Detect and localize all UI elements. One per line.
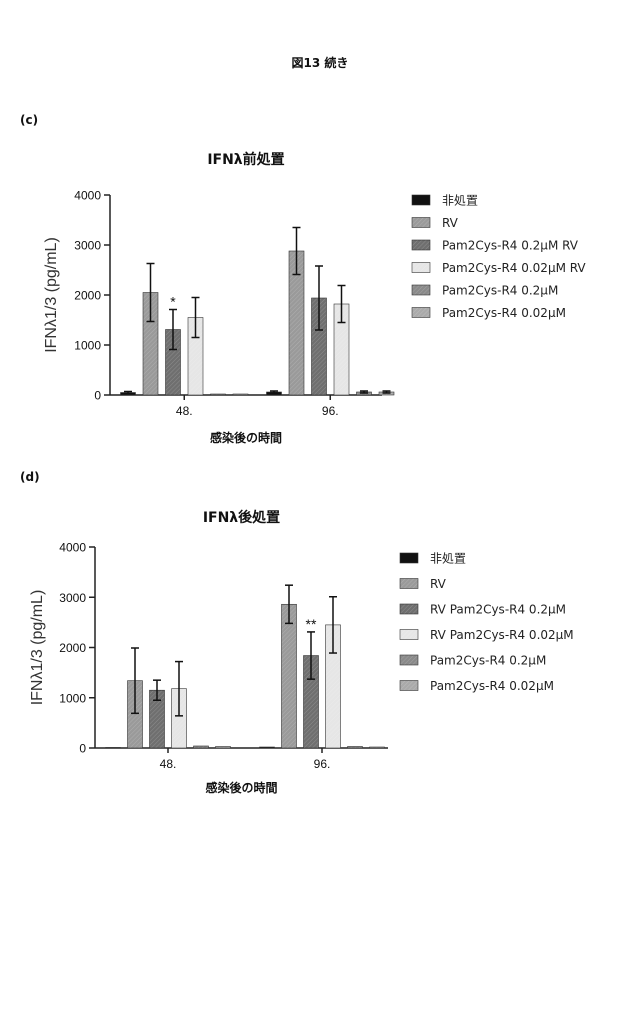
y-tick-label: 4000 xyxy=(59,541,86,555)
y-tick-label: 0 xyxy=(79,742,86,756)
chart-d: IFNλ後処置 0 1000 2000 3000 4000 IFNλ1/3 (pg/mL) 4… xyxy=(0,500,640,800)
x-axis-label: 感染後の時間 xyxy=(210,430,282,445)
legend-label: Pam2Cys-R4 0.2µM xyxy=(430,654,546,668)
legend-swatch xyxy=(400,579,418,589)
y-tick-label: 1000 xyxy=(74,339,101,353)
x-tick-label: 48. xyxy=(176,404,193,418)
significance-marker: * xyxy=(170,294,176,310)
bar xyxy=(194,746,209,748)
bar xyxy=(370,747,385,748)
bar xyxy=(216,746,231,748)
y-tick-label: 2000 xyxy=(74,289,101,303)
legend-label: Pam2Cys-R4 0.02µM RV xyxy=(442,261,586,275)
legend-swatch xyxy=(412,240,430,250)
chart-c: IFNλ前処置 0 1000 2000 3000 4000 IFNλ1/3 (pg/mL) 4… xyxy=(0,140,640,460)
y-tick-label: 0 xyxy=(94,389,101,403)
legend-label: Pam2Cys-R4 0.2µM xyxy=(442,284,558,298)
chart-title: IFNλ前処置 xyxy=(207,151,284,168)
y-tick-label: 2000 xyxy=(59,641,86,655)
y-tick-label: 4000 xyxy=(74,189,101,203)
bar xyxy=(260,747,275,748)
legend-swatch xyxy=(412,263,430,273)
bar xyxy=(282,604,297,748)
panel-label-d: (d) xyxy=(20,470,40,484)
legend-label: 非処置 xyxy=(430,552,466,566)
x-tick-label: 96. xyxy=(314,757,331,771)
y-tick-label: 1000 xyxy=(59,691,86,705)
y-axis-label: IFNλ1/3 (pg/mL) xyxy=(43,237,60,353)
legend-label: RV xyxy=(430,577,447,591)
legend-label: Pam2Cys-R4 0.02µM xyxy=(442,306,566,320)
legend-label: RV Pam2Cys-R4 0.2µM xyxy=(430,603,566,617)
legend-swatch xyxy=(412,285,430,295)
y-tick-label: 3000 xyxy=(59,591,86,605)
legend-swatch xyxy=(400,604,418,614)
legend-label: 非処置 xyxy=(442,194,478,208)
significance-marker: ** xyxy=(306,616,317,632)
legend-swatch xyxy=(412,218,430,228)
legend-swatch xyxy=(412,308,430,318)
panel-label-c: (c) xyxy=(20,113,38,127)
bar xyxy=(106,747,121,748)
y-axis-label: IFNλ1/3 (pg/mL) xyxy=(29,590,46,706)
page-title: 図13 続き xyxy=(0,54,640,71)
legend-swatch xyxy=(400,553,418,563)
chart-title: IFNλ後処置 xyxy=(203,509,280,526)
x-axis-label: 感染後の時間 xyxy=(205,780,277,795)
legend-label: Pam2Cys-R4 0.02µM xyxy=(430,679,554,693)
legend-swatch xyxy=(400,655,418,665)
legend-label: Pam2Cys-R4 0.2µM RV xyxy=(442,239,579,253)
y-tick-label: 3000 xyxy=(74,239,101,253)
legend-label: RV Pam2Cys-R4 0.02µM xyxy=(430,628,574,642)
bar xyxy=(211,394,226,395)
legend-swatch xyxy=(400,630,418,640)
legend-label: RV xyxy=(442,216,459,230)
bar xyxy=(348,746,363,748)
legend-swatch xyxy=(400,681,418,691)
x-tick-label: 96. xyxy=(322,404,339,418)
legend-swatch xyxy=(412,195,430,205)
x-tick-label: 48. xyxy=(160,757,177,771)
bar xyxy=(233,394,248,395)
